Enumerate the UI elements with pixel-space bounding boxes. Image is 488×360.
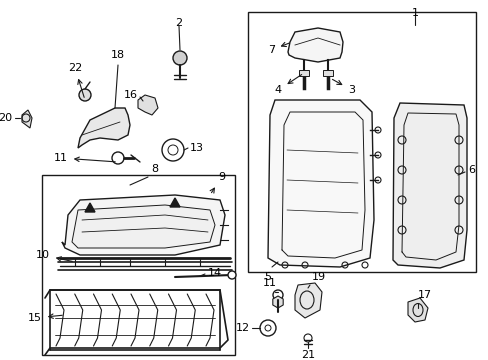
Text: 9: 9	[210, 172, 224, 193]
Text: 16: 16	[124, 90, 138, 100]
Bar	[247, 12, 475, 272]
Text: 2: 2	[175, 18, 182, 28]
Polygon shape	[294, 283, 321, 318]
Circle shape	[168, 145, 178, 155]
Text: 20: 20	[0, 113, 12, 123]
Polygon shape	[72, 205, 215, 248]
Polygon shape	[392, 103, 466, 268]
Text: 19: 19	[311, 272, 325, 282]
Circle shape	[260, 320, 275, 336]
Text: 7: 7	[267, 42, 289, 55]
Text: 11: 11	[54, 153, 115, 163]
Bar	[298, 70, 308, 76]
Circle shape	[173, 51, 186, 65]
Circle shape	[264, 325, 270, 331]
Text: 3: 3	[332, 79, 354, 95]
Bar	[323, 70, 332, 76]
Polygon shape	[287, 28, 342, 62]
Text: 18: 18	[111, 50, 125, 60]
Polygon shape	[22, 110, 32, 128]
Polygon shape	[78, 108, 130, 148]
Text: 1: 1	[411, 8, 418, 18]
Text: 13: 13	[190, 143, 203, 153]
Polygon shape	[407, 298, 427, 322]
Text: 14: 14	[207, 268, 222, 278]
Text: 22: 22	[68, 63, 84, 97]
Text: 10: 10	[36, 250, 72, 261]
Polygon shape	[62, 195, 224, 255]
Circle shape	[162, 139, 183, 161]
Text: 4: 4	[274, 75, 301, 95]
Text: 6: 6	[467, 165, 474, 175]
Polygon shape	[170, 198, 180, 207]
Circle shape	[227, 271, 236, 279]
Polygon shape	[272, 296, 283, 308]
Text: 8: 8	[151, 164, 158, 174]
Text: 17: 17	[417, 290, 431, 300]
Bar	[42, 175, 235, 355]
Circle shape	[79, 89, 91, 101]
Text: 11: 11	[263, 278, 276, 288]
Polygon shape	[85, 203, 95, 212]
Text: 12: 12	[235, 323, 249, 333]
Polygon shape	[138, 95, 158, 115]
Text: 21: 21	[300, 350, 314, 360]
Text: 15: 15	[28, 313, 62, 323]
Text: 5: 5	[264, 272, 271, 282]
Polygon shape	[267, 100, 373, 267]
